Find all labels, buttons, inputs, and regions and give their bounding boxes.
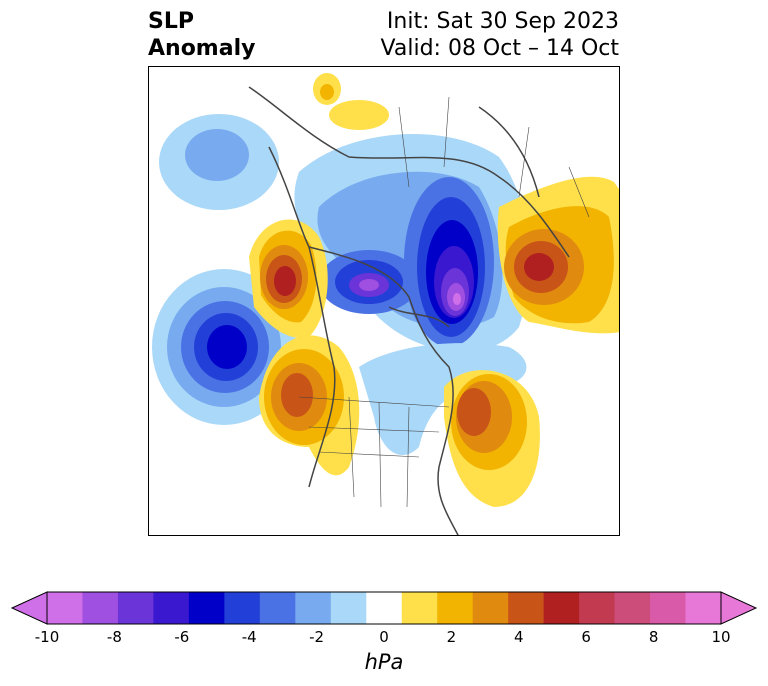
colorbar-tick-label: -8	[106, 628, 122, 646]
colorbar-tick-label: -10	[34, 628, 60, 646]
colorbar-cell	[614, 592, 651, 624]
title-variable: SLP	[148, 9, 194, 34]
coastlines	[248, 86, 570, 535]
colorbar-cell	[437, 592, 474, 624]
map-panel	[148, 66, 620, 536]
colorbar	[10, 591, 758, 625]
colorbar-cell	[472, 592, 509, 624]
colorbar-cell	[259, 592, 296, 624]
title-left: SLP Anomaly	[148, 8, 255, 62]
anomaly-north-atlantic-high	[444, 370, 540, 507]
colorbar-cell	[82, 592, 119, 624]
anomaly-arctic-low	[294, 134, 530, 352]
anomaly-gulf-of-alaska-high	[249, 219, 328, 338]
title-variable-type: Anomaly	[148, 36, 256, 61]
colorbar-cell	[543, 592, 580, 624]
colorbar-cell	[579, 592, 616, 624]
colorbar-unit-label: hPa	[364, 650, 404, 674]
slp-anomaly-map	[152, 73, 619, 535]
colorbar-cell	[685, 592, 722, 624]
colorbar-cell	[153, 592, 190, 624]
colorbar-tick-label: 10	[711, 628, 731, 646]
colorbar-extend-max	[720, 591, 758, 625]
valid-range: Valid: 08 Oct – 14 Oct	[380, 36, 619, 61]
colorbar-extend-min	[10, 591, 48, 625]
colorbar-tick-label: 4	[514, 628, 524, 646]
political-borders	[298, 96, 590, 508]
colorbar-tick-label: 2	[446, 628, 457, 646]
anomaly-western-us-high	[259, 335, 360, 476]
colorbar-cell	[650, 592, 687, 624]
title-right: Init: Sat 30 Sep 2023 Valid: 08 Oct – 14…	[381, 8, 619, 62]
colorbar-cell	[188, 592, 225, 624]
colorbar-cell	[295, 592, 332, 624]
colorbar-cell	[224, 592, 261, 624]
colorbar-cell	[401, 592, 438, 624]
colorbar-tick-label: 0	[379, 628, 389, 646]
colorbar-tick-label: 6	[581, 628, 591, 646]
colorbar-cell	[117, 592, 154, 624]
colorbar-cell	[330, 592, 367, 624]
colorbar-border	[46, 591, 722, 625]
init-date: Init: Sat 30 Sep 2023	[386, 9, 619, 34]
anomaly-siberia-high	[313, 73, 389, 130]
colorbar-cell	[47, 592, 83, 624]
colorbar-cell	[508, 592, 545, 624]
colorbar-tick-label: 8	[648, 628, 659, 646]
colorbar-cell	[366, 592, 403, 624]
colorbar-tick-label: -6	[174, 628, 190, 646]
colorbar-tick-label: -4	[241, 628, 257, 646]
anomaly-west-pacific-low	[159, 114, 279, 210]
colorbar-tick-label: -2	[309, 628, 325, 646]
